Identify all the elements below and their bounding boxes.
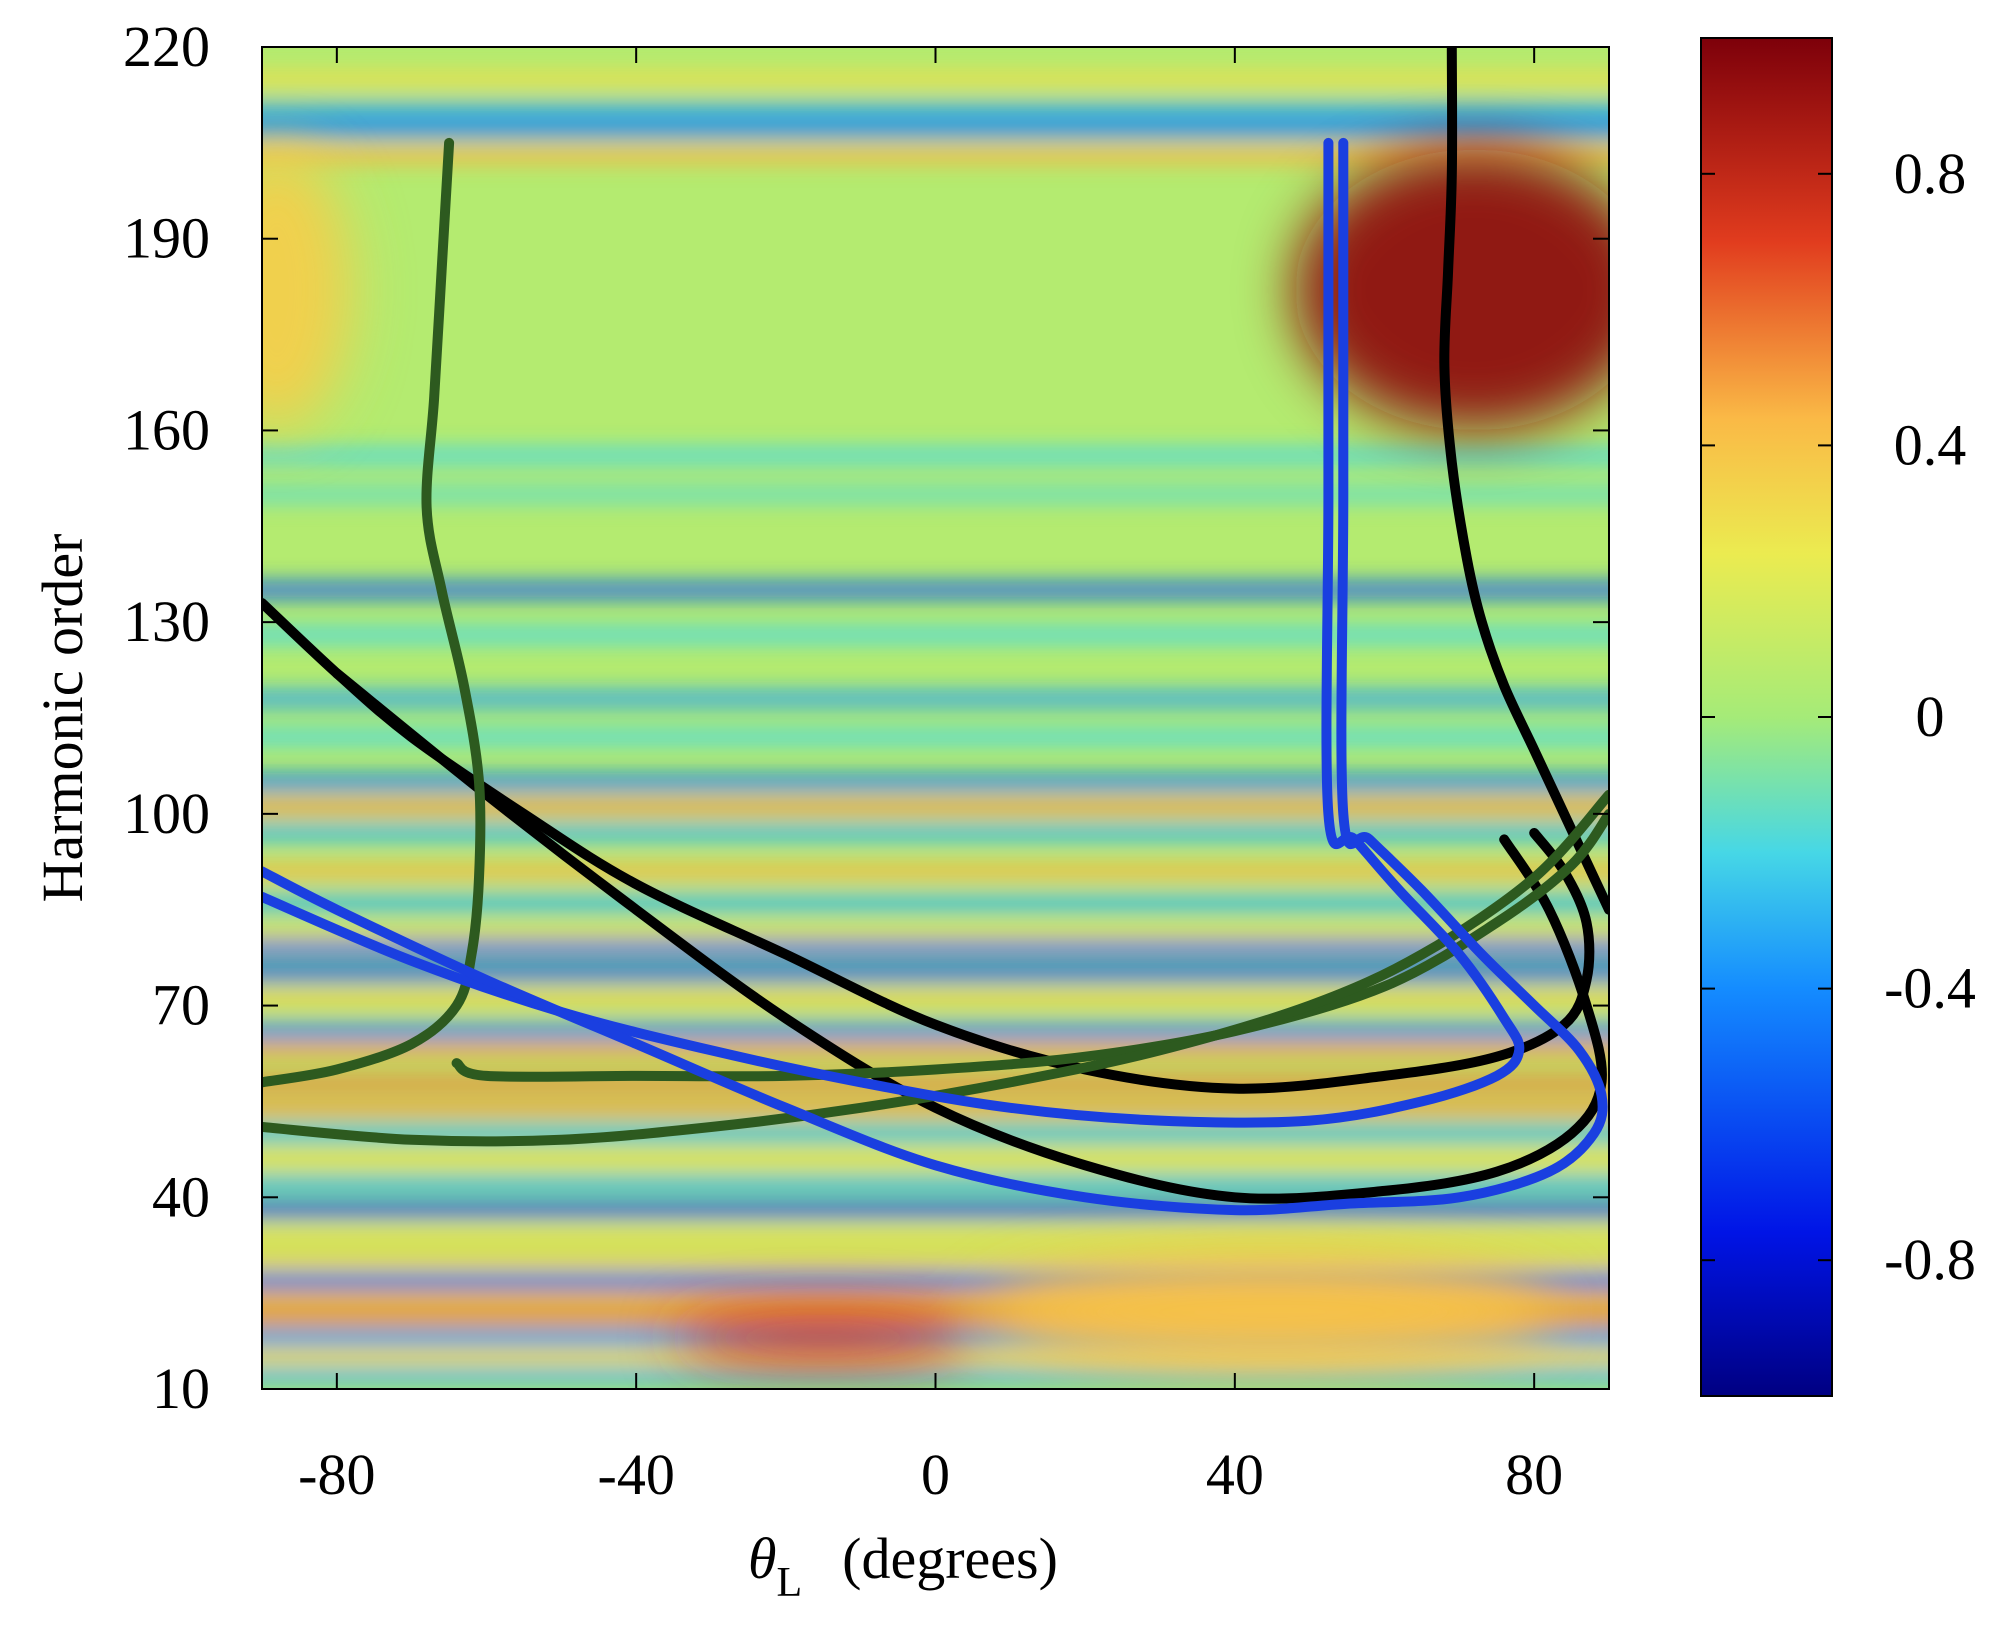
heatmap-spot bbox=[262, 149, 352, 431]
series-curves bbox=[262, 47, 1609, 1216]
heatmap-bands bbox=[262, 70, 1609, 1385]
heatmap-band bbox=[262, 1176, 1609, 1193]
heatmap-band bbox=[262, 147, 1609, 164]
heatmap-spots bbox=[262, 149, 1609, 1370]
heatmap-band bbox=[262, 581, 1609, 599]
heatmap bbox=[262, 47, 1609, 1389]
y-tick-label: 10 bbox=[152, 1356, 210, 1421]
heatmap-band bbox=[262, 990, 1609, 1008]
heatmap-band bbox=[262, 447, 1609, 465]
colorbar-tick-label: -0.8 bbox=[1884, 1227, 1976, 1292]
heatmap-band bbox=[262, 799, 1609, 816]
y-tick-label: 190 bbox=[123, 206, 210, 271]
heatmap-band bbox=[262, 773, 1609, 791]
heatmap-band bbox=[262, 1150, 1609, 1168]
green-curve-2 bbox=[451, 808, 1609, 1082]
x-tick-label: -80 bbox=[298, 1442, 375, 1507]
x-axis-title: θL (degrees) bbox=[748, 1526, 1058, 1606]
y-axis: 10 40 70 100 130 160 190 220 bbox=[123, 14, 1609, 1421]
y-tick-label: 40 bbox=[152, 1164, 210, 1229]
heatmap-band bbox=[262, 70, 1609, 88]
heatmap-band bbox=[262, 1041, 1609, 1059]
heatmap-spot bbox=[987, 1254, 1557, 1370]
heatmap-spot bbox=[673, 1312, 973, 1364]
colorbar-tick-label: -0.4 bbox=[1884, 956, 1976, 1021]
blue-curve-1 bbox=[262, 137, 1525, 1128]
y-tick-label: 70 bbox=[152, 973, 210, 1038]
y-tick-label: 220 bbox=[123, 14, 210, 79]
heatmap-band bbox=[262, 1227, 1609, 1244]
heatmap-band bbox=[262, 939, 1609, 957]
x-tick-label: 80 bbox=[1505, 1442, 1563, 1507]
colorbar: 0.8 0.4 0 -0.4 -0.8 bbox=[1700, 37, 1976, 1397]
heatmap-band bbox=[262, 626, 1609, 644]
blue-curve-2 bbox=[262, 137, 1608, 1216]
heatmap-spot bbox=[1294, 149, 1609, 431]
colorbar-tick-label: 0.8 bbox=[1894, 141, 1967, 206]
x-axis: -80 -40 0 40 80 bbox=[298, 47, 1563, 1507]
heatmap-band bbox=[262, 965, 1609, 982]
heatmap-band bbox=[262, 690, 1609, 708]
y-axis-title: Harmonic order bbox=[30, 534, 95, 903]
heatmap-band bbox=[262, 863, 1609, 880]
heatmap-band bbox=[262, 728, 1609, 746]
heatmap-band bbox=[262, 895, 1609, 912]
black-curve-3 bbox=[331, 668, 1607, 1204]
colorbar-tick-label: 0.4 bbox=[1894, 412, 1967, 477]
x-axis-title-unit: (degrees) bbox=[842, 1526, 1058, 1591]
x-tick-label: 0 bbox=[921, 1442, 950, 1507]
colorbar-ticks: 0.8 0.4 0 -0.4 -0.8 bbox=[1701, 141, 1976, 1292]
colorbar-tick-label: 0 bbox=[1916, 684, 1945, 749]
y-tick-label: 130 bbox=[123, 589, 210, 654]
y-tick-label: 160 bbox=[123, 397, 210, 462]
heatmap-band bbox=[262, 102, 1609, 120]
heatmap-band bbox=[262, 486, 1609, 503]
green-curve-1 bbox=[262, 137, 486, 1088]
x-tick-label: 40 bbox=[1206, 1442, 1264, 1507]
black-curve-1 bbox=[1439, 47, 1609, 915]
x-axis-title-symbol: θ bbox=[748, 1526, 777, 1591]
x-axis-title-subscript: L bbox=[777, 1560, 803, 1606]
heatmap-band bbox=[262, 926, 1609, 944]
heatmap-band bbox=[262, 1073, 1609, 1091]
y-tick-label: 100 bbox=[123, 781, 210, 846]
heatmap-band bbox=[262, 121, 1609, 139]
heatmap-band bbox=[262, 824, 1609, 842]
green-curve-3 bbox=[262, 789, 1609, 1147]
colorbar-gradient bbox=[1701, 38, 1832, 1396]
x-tick-label: -40 bbox=[598, 1442, 675, 1507]
